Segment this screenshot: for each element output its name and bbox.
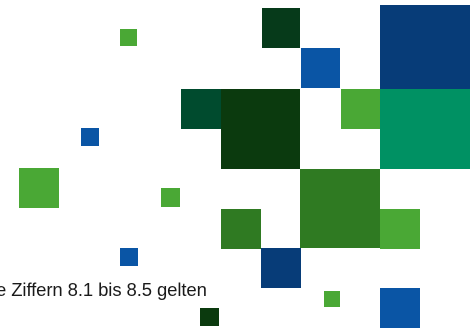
mosaic-tile [262, 8, 300, 48]
mosaic-tile [380, 5, 470, 89]
mosaic-tile [120, 29, 137, 46]
body-text-fragment: e Ziffern 8.1 bis 8.5 gelten [0, 279, 207, 300]
mosaic-tile [221, 89, 300, 169]
mosaic-tile [261, 248, 301, 288]
mosaic-tile [341, 89, 380, 129]
mosaic-tile [380, 89, 470, 169]
mosaic-tile [221, 209, 261, 249]
mosaic-tile [301, 48, 340, 88]
mosaic-tile [81, 128, 99, 146]
mosaic-tile [380, 288, 420, 328]
mosaic-tile [300, 169, 380, 248]
mosaic-tile [200, 308, 219, 326]
mosaic-tile [161, 188, 180, 207]
mosaic-tile [19, 168, 59, 208]
mosaic-tile [181, 89, 221, 129]
mosaic-tile [120, 248, 138, 266]
mosaic-tile [324, 291, 340, 307]
mosaic-tile [380, 209, 420, 249]
